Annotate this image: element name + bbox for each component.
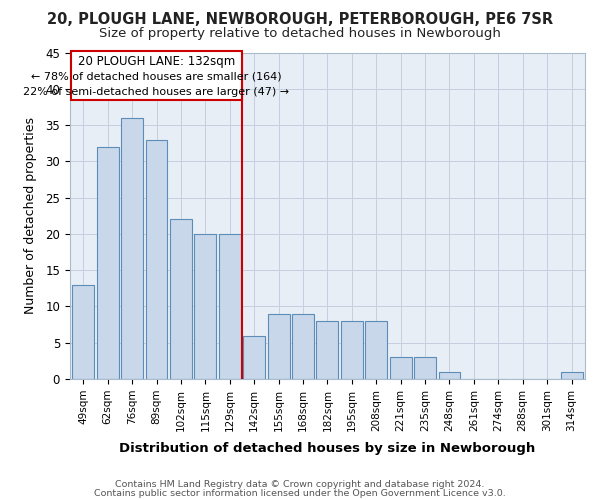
- Text: 22% of semi-detached houses are larger (47) →: 22% of semi-detached houses are larger (…: [23, 86, 290, 97]
- X-axis label: Distribution of detached houses by size in Newborough: Distribution of detached houses by size …: [119, 442, 536, 455]
- Bar: [121, 118, 143, 379]
- Text: 20, PLOUGH LANE, NEWBOROUGH, PETERBOROUGH, PE6 7SR: 20, PLOUGH LANE, NEWBOROUGH, PETERBOROUG…: [47, 12, 553, 28]
- Bar: [219, 234, 241, 379]
- Bar: [341, 321, 363, 379]
- Bar: [292, 314, 314, 379]
- Bar: [414, 358, 436, 379]
- Bar: [316, 321, 338, 379]
- Bar: [146, 140, 167, 379]
- Bar: [365, 321, 387, 379]
- Bar: [243, 336, 265, 379]
- Bar: [97, 147, 119, 379]
- Bar: [72, 284, 94, 379]
- Bar: [439, 372, 460, 379]
- Bar: [170, 220, 192, 379]
- Text: Contains HM Land Registry data © Crown copyright and database right 2024.: Contains HM Land Registry data © Crown c…: [115, 480, 485, 489]
- FancyBboxPatch shape: [71, 51, 242, 100]
- Text: Contains public sector information licensed under the Open Government Licence v3: Contains public sector information licen…: [94, 489, 506, 498]
- Y-axis label: Number of detached properties: Number of detached properties: [24, 118, 37, 314]
- Bar: [560, 372, 583, 379]
- Bar: [268, 314, 290, 379]
- Text: Size of property relative to detached houses in Newborough: Size of property relative to detached ho…: [99, 28, 501, 40]
- Text: 20 PLOUGH LANE: 132sqm: 20 PLOUGH LANE: 132sqm: [78, 56, 235, 68]
- Bar: [194, 234, 217, 379]
- Text: ← 78% of detached houses are smaller (164): ← 78% of detached houses are smaller (16…: [31, 72, 282, 82]
- Bar: [389, 358, 412, 379]
